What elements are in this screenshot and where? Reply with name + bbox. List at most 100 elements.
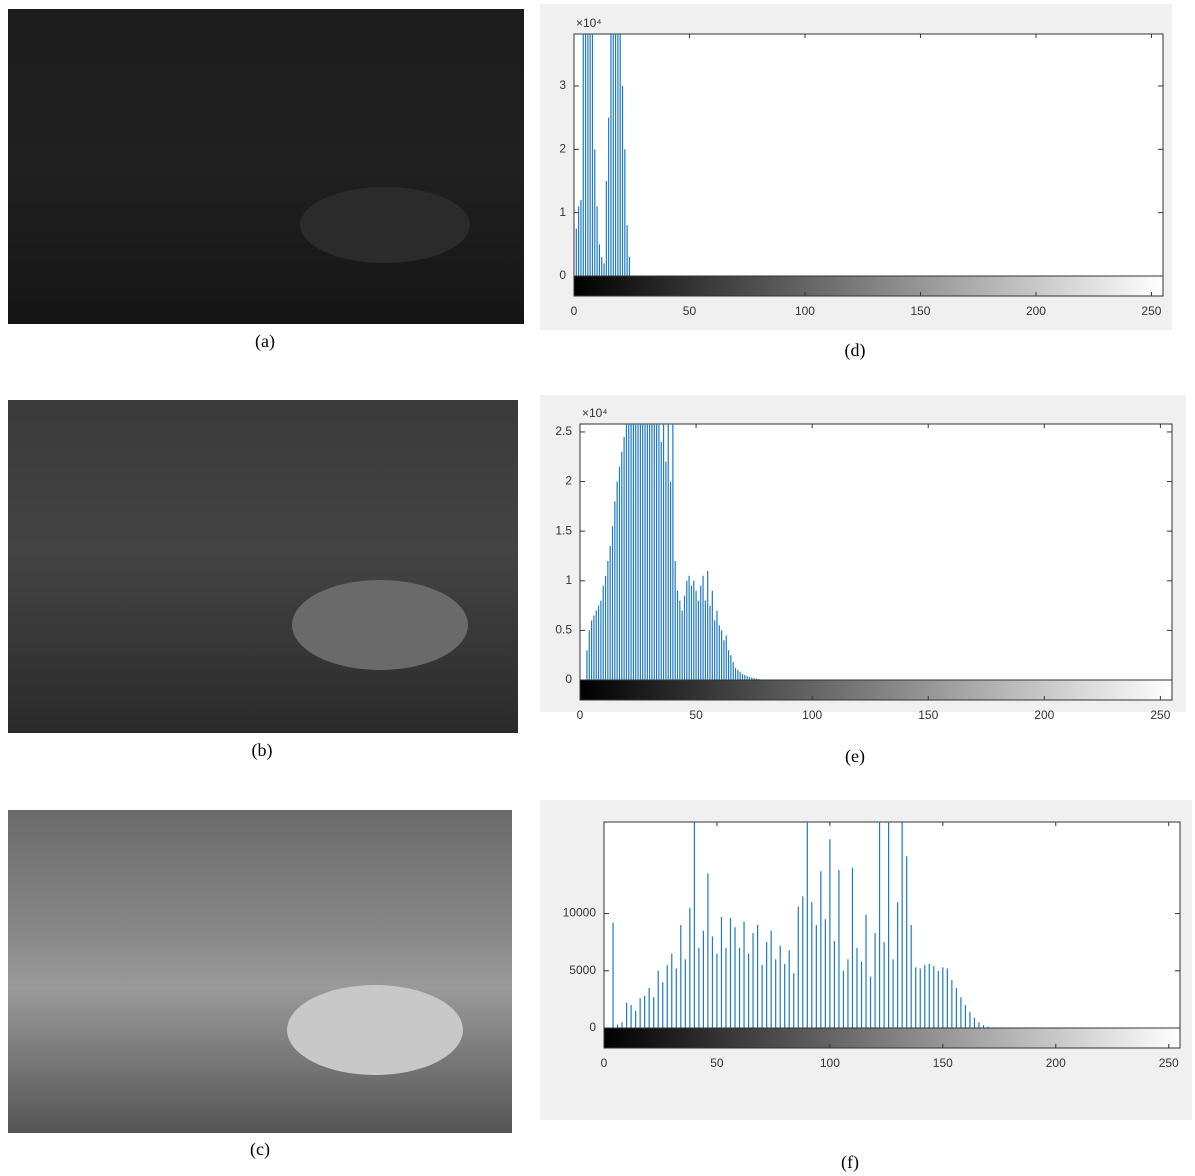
bar — [725, 635, 727, 680]
bar — [901, 822, 903, 1028]
bar — [667, 424, 669, 680]
bar — [755, 678, 758, 680]
y-tick-label: 0 — [559, 268, 566, 282]
x-tick-label: 0 — [571, 304, 578, 318]
bar — [607, 560, 609, 680]
bar — [596, 206, 598, 276]
bar — [672, 424, 674, 680]
bar — [653, 997, 655, 1028]
bar — [625, 424, 628, 680]
bar — [665, 461, 667, 680]
bar — [646, 424, 648, 680]
bar — [628, 424, 630, 680]
bar — [651, 424, 653, 680]
bar — [711, 590, 713, 680]
bar — [915, 967, 917, 1028]
image-a — [8, 9, 524, 324]
bar — [621, 1022, 623, 1028]
bar — [675, 968, 677, 1028]
bar — [660, 441, 662, 680]
bar — [946, 968, 948, 1028]
bar — [716, 953, 718, 1028]
bar — [635, 424, 637, 680]
bar — [770, 930, 772, 1028]
bar — [644, 424, 646, 680]
bar — [847, 959, 849, 1028]
bar — [598, 244, 601, 276]
bar — [723, 640, 725, 680]
bars — [575, 34, 631, 276]
bar — [688, 575, 690, 680]
bar — [721, 630, 723, 680]
bar — [686, 580, 688, 680]
bar — [683, 595, 686, 680]
y-tick-label: 3 — [559, 78, 566, 92]
x-tick-label: 50 — [710, 1056, 724, 1070]
y-tick-label: 2 — [559, 141, 566, 155]
bar — [653, 424, 655, 680]
bar — [906, 856, 908, 1028]
bar — [676, 590, 679, 680]
image-c — [8, 810, 512, 1133]
plot-area — [579, 423, 1173, 681]
bar — [757, 925, 759, 1028]
bar — [580, 199, 582, 276]
bar — [612, 34, 614, 276]
bar — [700, 585, 702, 680]
image-b — [8, 400, 518, 733]
bar — [609, 546, 611, 680]
bar — [680, 925, 682, 1028]
car — [300, 187, 470, 263]
bar — [878, 822, 881, 1028]
bar — [618, 466, 621, 680]
bar — [883, 942, 885, 1028]
y-tick-label: 2.5 — [555, 424, 572, 438]
bar — [779, 945, 781, 1028]
bar — [605, 180, 607, 276]
bar — [624, 149, 626, 276]
bar — [824, 919, 826, 1028]
bar — [671, 953, 673, 1028]
bar — [610, 34, 612, 276]
bar — [649, 424, 651, 680]
y-tick-label: 1.5 — [555, 523, 572, 537]
bar — [630, 1005, 632, 1028]
bar — [644, 995, 646, 1028]
bar — [693, 822, 695, 1028]
bar — [695, 590, 697, 680]
bar — [964, 1005, 967, 1028]
x-tick-label: 100 — [820, 1056, 840, 1070]
bar — [611, 526, 614, 680]
x-tick-label: 250 — [1141, 304, 1161, 318]
bar — [621, 85, 624, 276]
bar — [919, 968, 921, 1028]
bar — [924, 965, 926, 1028]
bar — [619, 34, 621, 276]
bar — [802, 896, 804, 1028]
bar — [737, 670, 739, 680]
bar — [741, 674, 744, 680]
bar — [711, 936, 714, 1028]
car — [287, 985, 463, 1075]
bar — [727, 650, 730, 680]
bar — [578, 206, 580, 276]
bar — [987, 1026, 989, 1028]
x-tick-label: 150 — [910, 304, 930, 318]
exponent-label: ×10⁴ — [576, 16, 602, 30]
bar — [874, 933, 876, 1028]
bar — [608, 117, 610, 276]
bar — [669, 481, 672, 680]
x-tick-label: 250 — [1159, 1056, 1179, 1070]
caption: (f) — [841, 1152, 859, 1173]
bar — [656, 424, 658, 680]
bar — [597, 605, 600, 680]
bar — [689, 907, 691, 1028]
bar — [704, 600, 706, 680]
colorbar — [573, 275, 1164, 297]
bar — [751, 677, 753, 680]
bar — [865, 914, 867, 1028]
bar — [601, 256, 603, 276]
y-tick-label: 5000 — [569, 963, 596, 977]
bar — [616, 481, 618, 680]
